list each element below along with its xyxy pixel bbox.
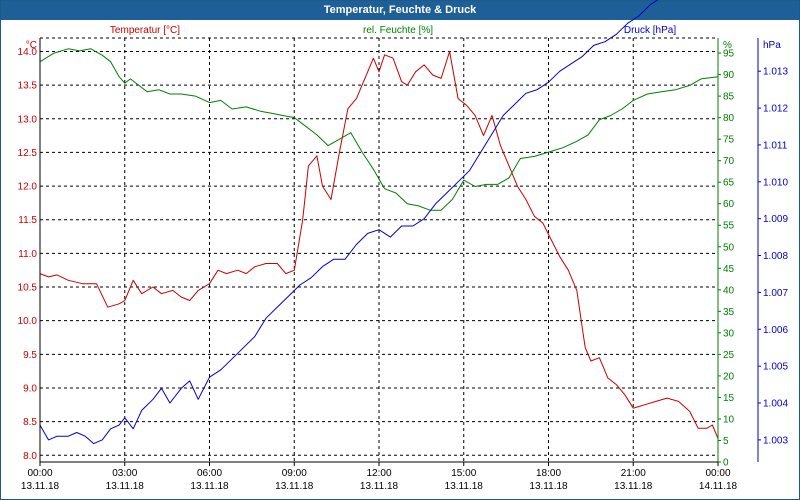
- temperature-tick-label: 12.0: [18, 182, 38, 193]
- x-tick-label-time: 03:00: [112, 468, 137, 479]
- x-tick-label-time: 21:00: [621, 468, 646, 479]
- humidity-tick-label: 5: [723, 436, 729, 447]
- pressure-axis-title: Druck [hPa]: [624, 25, 676, 36]
- pressure-unit: hPa: [763, 40, 781, 51]
- x-tick-label-date: 13.11.18: [190, 481, 229, 492]
- humidity-tick-label: 35: [723, 307, 735, 318]
- x-tick-label-date: 13.11.18: [275, 481, 314, 492]
- humidity-tick-label: 30: [723, 328, 735, 339]
- temperature-tick-label: 9.0: [23, 383, 37, 394]
- x-tick-label-date: 13.11.18: [529, 481, 568, 492]
- window-title: Temperatur, Feuchte & Druck: [1, 1, 799, 20]
- pressure-tick-label: 1.003: [763, 435, 788, 446]
- humidity-tick-label: 70: [723, 156, 735, 167]
- x-tick-label-date: 13.11.18: [106, 481, 145, 492]
- x-tick-label-date: 13.11.18: [360, 481, 399, 492]
- humidity-tick-label: 45: [723, 264, 735, 275]
- temperature-tick-label: 13.5: [18, 81, 38, 92]
- pressure-line: [39, 0, 659, 445]
- x-tick-label-time: 00:00: [705, 468, 730, 479]
- humidity-tick-label: 0: [723, 458, 729, 469]
- chart-labels: 00:00 13.11.18 03:00 13.11.18 06:00 13.11.18 0…: [18, 25, 789, 492]
- temperature-tick-label: 10.0: [18, 316, 38, 327]
- temperature-line: [39, 51, 719, 439]
- temperature-axis-title: Temperatur [°C]: [110, 25, 180, 36]
- pressure-tick-label: 1.004: [763, 399, 788, 410]
- temperature-tick-label: 12.5: [18, 148, 38, 159]
- humidity-axis-title: rel. Feuchte [%]: [363, 25, 433, 36]
- humidity-tick-label: 50: [723, 242, 735, 253]
- temperature-tick-label: 10.5: [18, 283, 38, 294]
- humidity-tick-label: 55: [723, 221, 735, 232]
- humidity-tick-label: 15: [723, 393, 735, 404]
- humidity-tick-label: 10: [723, 414, 735, 425]
- chart-axes: [39, 38, 761, 466]
- humidity-unit: %: [723, 40, 732, 51]
- pressure-tick-label: 1.006: [763, 325, 788, 336]
- pressure-tick-label: 1.012: [763, 104, 788, 115]
- chart-grid: [40, 37, 718, 462]
- pressure-tick-label: 1.013: [763, 67, 788, 78]
- chart-lines: [39, 0, 719, 445]
- x-tick-label-time: 18:00: [536, 468, 561, 479]
- x-tick-label-time: 15:00: [451, 468, 476, 479]
- pressure-tick-label: 1.009: [763, 214, 788, 225]
- pressure-tick-label: 1.008: [763, 251, 788, 262]
- humidity-tick-label: 25: [723, 350, 735, 361]
- pressure-tick-label: 1.011: [763, 140, 788, 151]
- x-tick-label-date: 14.11.18: [699, 481, 738, 492]
- pressure-tick-label: 1.005: [763, 362, 788, 373]
- x-tick-label-date: 13.11.18: [445, 481, 484, 492]
- pressure-tick-label: 1.007: [763, 288, 788, 299]
- temperature-tick-label: 8.5: [23, 417, 37, 428]
- humidity-tick-label: 75: [723, 135, 735, 146]
- x-tick-label-time: 09:00: [282, 468, 307, 479]
- humidity-tick-label: 85: [723, 92, 735, 103]
- x-tick-label-time: 06:00: [197, 468, 222, 479]
- temperature-tick-label: 11.5: [18, 215, 37, 226]
- humidity-tick-label: 20: [723, 371, 735, 382]
- humidity-tick-label: 65: [723, 178, 735, 189]
- x-tick-label-date: 13.11.18: [614, 481, 653, 492]
- pressure-tick-label: 1.010: [763, 177, 788, 188]
- x-tick-label-time: 12:00: [366, 468, 391, 479]
- humidity-tick-label: 60: [723, 199, 735, 210]
- temperature-tick-label: 8.0: [23, 451, 37, 462]
- temperature-tick-label: 13.0: [18, 114, 38, 125]
- temperature-tick-label: 11.0: [18, 249, 37, 260]
- x-tick-label-date: 13.11.18: [21, 481, 60, 492]
- humidity-tick-label: 40: [723, 285, 735, 296]
- temperature-tick-label: 14.0: [18, 47, 38, 58]
- humidity-tick-label: 90: [723, 70, 735, 81]
- temperature-tick-label: 9.5: [23, 350, 37, 361]
- temperature-unit: °C: [26, 40, 37, 51]
- x-tick-label-time: 00:00: [27, 468, 52, 479]
- humidity-tick-label: 95: [723, 49, 735, 60]
- humidity-tick-label: 80: [723, 113, 735, 124]
- humidity-line: [39, 48, 719, 211]
